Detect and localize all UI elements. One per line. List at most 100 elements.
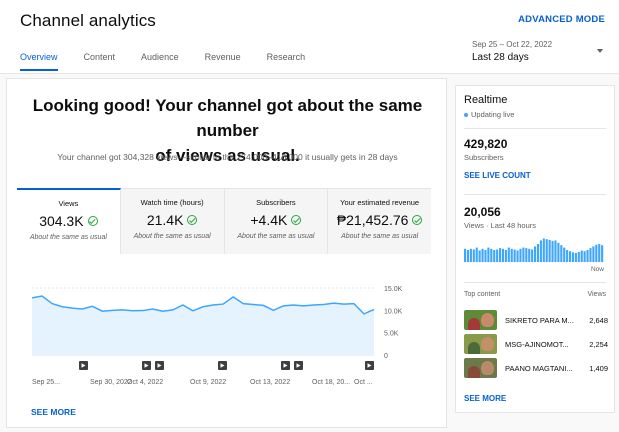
- realtime-bar: [557, 242, 560, 262]
- x-tick-label: Oct 18, 20...: [312, 379, 350, 386]
- realtime-bar: [516, 250, 519, 262]
- play-icon: [220, 363, 225, 368]
- page-title: Channel analytics: [20, 11, 156, 30]
- realtime-bar: [586, 250, 589, 262]
- divider: [464, 194, 606, 195]
- date-range-label: Last 28 days: [472, 52, 529, 63]
- realtime-bar: [466, 250, 470, 262]
- realtime-bar: [464, 248, 467, 262]
- top-content-item[interactable]: PAANO MAGTANI... 1,409: [464, 358, 608, 378]
- realtime-bar: [545, 239, 548, 262]
- realtime-bar: [504, 250, 507, 262]
- realtime-bar: [571, 252, 575, 262]
- top-content-item[interactable]: SIKRETO PARA M... 2,648: [464, 310, 608, 330]
- dropdown-arrow-icon: [597, 49, 603, 53]
- header-bar: Channel analytics ADVANCED MODE Overview…: [0, 0, 619, 74]
- top-content-label: Top content: [464, 291, 501, 298]
- live-dot-icon: [464, 113, 468, 118]
- realtime-bar: [522, 247, 525, 262]
- overview-headline: Looking good! Your channel got about the…: [7, 93, 448, 168]
- realtime-bar: [534, 246, 537, 262]
- metric-tab-watch-time[interactable]: Watch time (hours) 21.4K About the same …: [121, 189, 225, 254]
- x-tick-label: Oct 4, 2022: [127, 379, 163, 386]
- play-icon: [296, 363, 301, 368]
- realtime-bar: [595, 244, 598, 262]
- check-circle-icon: [291, 215, 302, 225]
- realtime-bar: [592, 246, 595, 262]
- video-title: PAANO MAGTANI...: [505, 364, 573, 373]
- realtime-bar: [548, 239, 551, 262]
- top-content-item[interactable]: MSG-AJINOMOT... 2,254: [464, 334, 608, 354]
- see-more-link[interactable]: SEE MORE: [31, 407, 76, 417]
- video-views: 2,648: [589, 316, 608, 325]
- advanced-mode-button[interactable]: ADVANCED MODE: [518, 14, 605, 25]
- realtime-see-more-link[interactable]: SEE MORE: [464, 394, 507, 403]
- realtime-bar: [566, 250, 569, 262]
- divider: [464, 282, 606, 283]
- realtime-bar: [478, 250, 481, 262]
- realtime-bar: [528, 248, 531, 262]
- realtime-bar: [580, 250, 583, 262]
- video-thumbnail: [464, 334, 497, 354]
- realtime-views-count: 20,056: [464, 205, 501, 219]
- realtime-bar: [493, 250, 496, 262]
- realtime-bar: [475, 247, 478, 262]
- headline-line-2: of views as usual.: [155, 146, 300, 165]
- realtime-card: Realtime Updating live 429,820 Subscribe…: [455, 85, 615, 413]
- views-column-label: Views: [587, 291, 606, 298]
- play-icon: [367, 363, 372, 368]
- play-icon: [283, 363, 288, 368]
- realtime-bar: [598, 244, 601, 262]
- subscriber-count: 429,820: [464, 137, 508, 151]
- tab-overview[interactable]: Overview: [20, 52, 58, 71]
- realtime-bar-chart[interactable]: [456, 234, 616, 264]
- metric-value: 304.3K: [39, 213, 84, 229]
- metric-value: +4.4K: [250, 212, 288, 228]
- tab-content[interactable]: Content: [83, 52, 116, 62]
- video-thumbnail: [464, 310, 497, 330]
- metric-label: Subscribers: [256, 198, 296, 207]
- video-thumbnail: [464, 358, 497, 378]
- tab-bar: Overview Content Audience Revenue Resear…: [20, 52, 331, 71]
- video-title: MSG-AJINOMOT...: [505, 340, 569, 349]
- subscriber-label: Subscribers: [464, 153, 504, 162]
- x-tick-label: Oct 9, 2022: [190, 379, 226, 386]
- metric-tab-views[interactable]: Views 304.3K About the same as usual: [17, 188, 121, 254]
- x-tick-label: Sep 25...: [32, 379, 60, 386]
- realtime-views-label: Views · Last 48 hours: [464, 221, 536, 230]
- tab-audience[interactable]: Audience: [141, 52, 179, 62]
- realtime-bar: [499, 248, 502, 262]
- metric-value: 21.4K: [146, 212, 184, 228]
- realtime-bar: [501, 248, 505, 262]
- video-title: SIKRETO PARA M...: [505, 316, 574, 325]
- date-range-dropdown[interactable]: Sep 25 – Oct 22, 2022 Last 28 days: [472, 40, 607, 63]
- metric-label: Watch time (hours): [140, 198, 204, 207]
- divider: [464, 128, 606, 129]
- metric-value: ₱21,452.76: [336, 212, 409, 228]
- metric-tab-subscribers[interactable]: Subscribers +4.4K About the same as usua…: [225, 189, 329, 254]
- realtime-bar: [577, 251, 580, 262]
- metric-note: About the same as usual: [29, 234, 107, 241]
- realtime-bar: [496, 249, 499, 262]
- check-circle-icon: [412, 215, 423, 225]
- y-tick-label: 10.0K: [384, 308, 403, 315]
- see-live-count-link[interactable]: SEE LIVE COUNT: [464, 171, 531, 180]
- metric-label: Your estimated revenue: [340, 198, 420, 207]
- realtime-bar: [490, 248, 493, 262]
- realtime-bar: [554, 240, 557, 262]
- tab-revenue[interactable]: Revenue: [204, 52, 241, 62]
- metric-tab-revenue[interactable]: Your estimated revenue ₱21,452.76 About …: [328, 189, 431, 254]
- realtime-bar: [583, 251, 586, 262]
- play-icon: [81, 363, 86, 368]
- y-tick-label: 5.0K: [384, 331, 399, 338]
- tab-research[interactable]: Research: [266, 52, 306, 62]
- play-icon: [144, 363, 149, 368]
- realtime-bar: [589, 248, 592, 262]
- realtime-status: Updating live: [464, 110, 514, 119]
- realtime-bar: [569, 251, 572, 262]
- realtime-bar: [542, 238, 545, 262]
- metric-note: About the same as usual: [341, 233, 419, 240]
- check-circle-icon: [187, 215, 198, 225]
- metric-label: Views: [58, 199, 79, 208]
